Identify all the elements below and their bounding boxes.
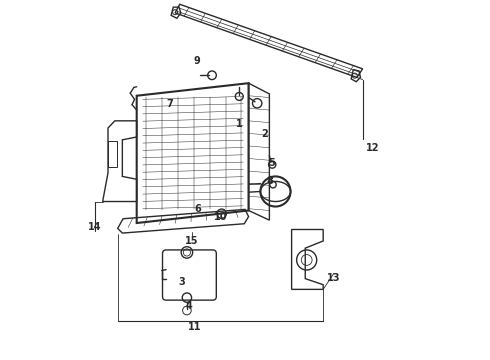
Text: 9: 9: [194, 56, 201, 66]
Text: 4: 4: [186, 301, 193, 311]
Text: 14: 14: [88, 222, 101, 232]
Text: 11: 11: [188, 322, 201, 332]
Text: 5: 5: [269, 158, 275, 168]
Text: 12: 12: [366, 143, 379, 153]
Text: 3: 3: [179, 277, 186, 287]
FancyBboxPatch shape: [163, 250, 216, 300]
Text: 7: 7: [166, 99, 173, 109]
Text: 10: 10: [214, 212, 227, 222]
Text: 8: 8: [267, 176, 273, 186]
Text: 2: 2: [261, 129, 268, 139]
Text: 6: 6: [195, 204, 201, 214]
Text: 1: 1: [236, 120, 242, 129]
Text: 13: 13: [327, 273, 341, 283]
Text: 15: 15: [184, 236, 198, 246]
